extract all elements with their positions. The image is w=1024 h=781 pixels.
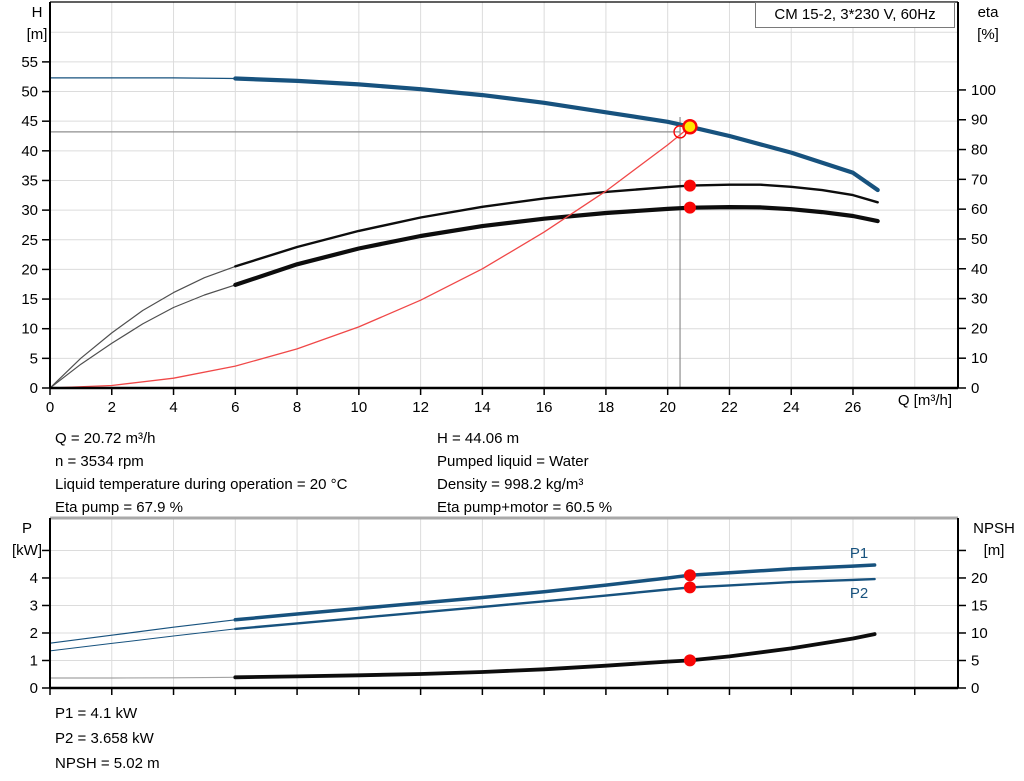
system-curve [49,126,691,389]
y-right-tick-label: 20 [971,320,988,337]
eta-pump-motor-curve [233,205,880,287]
y-left-tick-label: 2 [30,625,38,642]
y-right-tick-label: 0 [971,680,979,697]
duty-info-left-column: Q = 20.72 m³/h n = 3534 rpm Liquid tempe… [55,427,347,519]
y-right-tick-label: 60 [971,201,988,218]
power-info-column: P1 = 4.1 kW P2 = 3.658 kW NPSH = 5.02 m [55,701,160,776]
y-right-tick-label: 70 [971,171,988,188]
p1-curve [49,619,236,644]
y-left-tick-label: 25 [21,232,38,249]
y-left-tick-label: 0 [30,680,38,697]
x-tick-label: 10 [350,399,367,416]
h-axis-unit: [m] [26,26,48,43]
info-eta-pump-motor: Eta pump+motor = 60.5 % [437,499,613,516]
info-speed: n = 3534 rpm [55,453,144,470]
eta-pump-curve [234,183,879,268]
y-right-tick-label: 100 [971,82,996,99]
y-right-tick-label: 10 [971,625,988,642]
y-left-tick-label: 5 [30,350,38,367]
duty-info-right-column: H = 44.06 m Pumped liquid = Water Densit… [437,427,612,519]
x-tick-label: 26 [845,399,862,416]
pump-curve [49,77,236,80]
npsh-curve [233,632,877,680]
power-npsh-chart: 0 1 2 3 4 0 5 10 15 20 P1 P2 [30,516,988,697]
y-right-tick-label: 80 [971,142,988,159]
y-right-tick-label: 90 [971,112,988,129]
y-right-tick-label: 20 [971,570,988,587]
y-left-tick-label: 35 [21,172,38,189]
info-p2: P2 = 3.658 kW [55,730,154,747]
eta-pump-point [683,179,696,192]
x-tick-label: 20 [659,399,676,416]
y-left-tick-label: 30 [21,202,38,219]
p2-point [683,581,696,594]
y-right-tick-label: 15 [971,597,988,614]
p1-point [683,569,696,582]
y-right-tick-label: 30 [971,291,988,308]
info-head: H = 44.06 m [437,430,520,447]
y-left-tick-label: 45 [21,113,38,130]
x-tick-label: 18 [598,399,615,416]
y-left-tick-label: 3 [30,597,38,614]
series-label-p2: P2 [850,585,868,602]
npsh-axis-label: NPSH [973,520,1015,537]
npsh-curve [49,676,236,679]
x-tick-label: 22 [721,399,738,416]
y-left-tick-label: 55 [21,54,38,71]
info-liquid-temp: Liquid temperature during operation = 20… [55,476,348,493]
y-right-tick-label: 40 [971,261,988,278]
info-density: Density = 998.2 kg/m³ [437,476,584,493]
y-right-tick-label: 50 [971,231,988,248]
info-p1: P1 = 4.1 kW [55,705,138,722]
hq-eta-chart: 0 2 4 6 8 10 12 14 16 18 20 22 24 2605101520253035404… [21,1,996,416]
p2-curve [234,577,876,631]
y-left-tick-label: 20 [21,261,38,278]
y-right-tick-label: 10 [971,350,988,367]
eta-axis-label: eta [977,4,999,21]
info-npsh: NPSH = 5.02 m [55,755,160,772]
x-tick-label: 24 [783,399,800,416]
y-left-tick-label: 4 [30,570,38,587]
p-axis-label: P [21,520,32,537]
q-axis-label: Q [m³/h] [897,392,952,409]
h-axis-label: H [31,4,43,21]
info-pumped-liquid: Pumped liquid = Water [437,453,589,470]
eta-pump-motor-point [683,201,696,214]
npsh-point [683,654,696,667]
x-tick-label: 8 [293,399,301,416]
x-tick-label: 2 [108,399,116,416]
y-right-tick-label: 0 [971,380,979,397]
y-right-tick-label: 5 [971,652,979,669]
chart-title-box: CM 15-2, 3*230 V, 60Hz [755,2,955,28]
operating-point [682,119,698,135]
npsh-axis-unit: [m] [983,542,1005,559]
x-tick-label: 16 [536,399,553,416]
x-tick-label: 6 [231,399,239,416]
p1-curve [233,563,877,622]
x-tick-label: 4 [169,399,177,416]
y-left-tick-label: 50 [21,84,38,101]
info-flow: Q = 20.72 m³/h [55,430,156,447]
series-label-p1: P1 [850,545,868,562]
x-tick-label: 14 [474,399,491,416]
x-tick-label: 12 [412,399,429,416]
p-axis-unit: [kW] [12,542,42,559]
y-left-tick-label: 0 [30,380,38,397]
x-tick-label: 0 [46,399,54,416]
y-left-tick-label: 15 [21,291,38,308]
y-left-tick-label: 1 [30,652,38,669]
y-left-tick-label: 10 [21,321,38,338]
eta-pump-motor-curve [49,284,236,389]
info-eta-pump: Eta pump = 67.9 % [55,499,183,516]
eta-axis-unit: [%] [977,26,999,43]
p2-curve [49,628,236,652]
y-left-tick-label: 40 [21,143,38,160]
eta-pump-curve [49,265,236,389]
pump-curve [233,76,880,193]
